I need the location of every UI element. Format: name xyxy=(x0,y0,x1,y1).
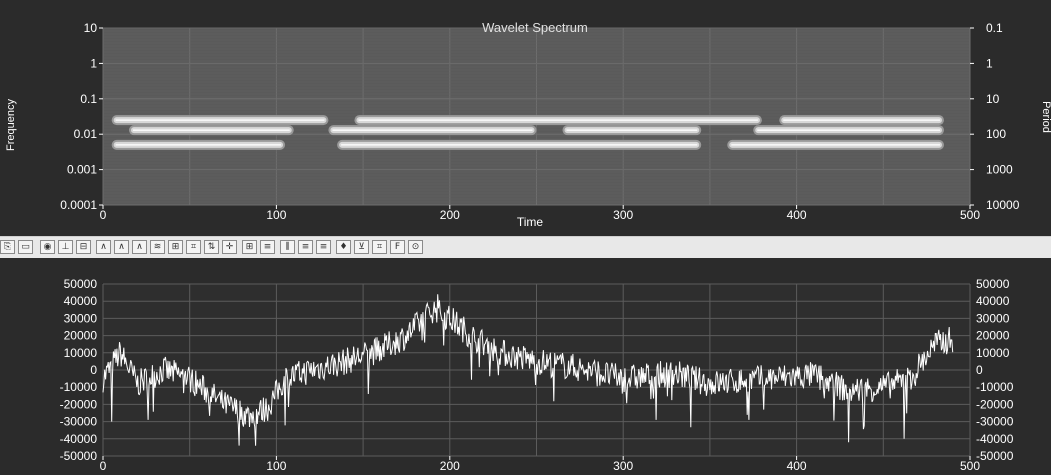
series-grid xyxy=(102,283,971,457)
series-x-tick-label: 200 xyxy=(440,459,460,473)
series-y-tick-label-right: -20000 xyxy=(976,397,1014,411)
series-y-tick-label-right: 10000 xyxy=(976,346,1010,360)
series-y-tick-label-left: 40000 xyxy=(64,294,98,308)
toolbar-button-18[interactable]: ♦ xyxy=(336,240,351,254)
toolbar-button-17[interactable]: ≡ xyxy=(316,240,331,254)
spectrum-y-ticks-right: 0.1 1 10 100 1000 10000 xyxy=(970,21,1020,212)
wavelet-spectrum-chart: 0 100 200 300 400 500 10 1 0.1 0.01 0.001 0.0001 0… xyxy=(0,0,1051,236)
spectrum-y-tick-label-left: 1 xyxy=(90,56,97,70)
toolbar-button-6[interactable]: ∧ xyxy=(114,240,129,254)
spectrum-y-tick-label-left: 10 xyxy=(84,21,98,35)
spectrum-ridges xyxy=(111,115,944,150)
series-x-tick-label: 400 xyxy=(787,459,807,473)
toolbar-button-0[interactable]: ⎘ xyxy=(0,240,15,254)
toolbar-button-8[interactable]: ≋ xyxy=(150,240,165,254)
spectrum-x-tick-label: 100 xyxy=(266,208,286,222)
y-axis-label-right: Period xyxy=(1040,101,1051,133)
series-y-tick-label-left: -50000 xyxy=(60,449,98,463)
spectrum-y-tick-label-left: 0.01 xyxy=(74,127,98,141)
spectrum-x-tick-label: 300 xyxy=(613,208,633,222)
chart-title: Wavelet Spectrum xyxy=(482,20,588,35)
series-y-tick-label-right: -50000 xyxy=(976,449,1014,463)
series-y-tick-label-right: -30000 xyxy=(976,415,1014,429)
toolbar-button-2[interactable]: ◉ xyxy=(40,240,55,254)
series-y-tick-label-left: 30000 xyxy=(64,311,98,325)
series-y-tick-label-left: 0 xyxy=(90,363,97,377)
series-y-tick-label-right: 50000 xyxy=(976,277,1010,291)
series-x-tick-label: 100 xyxy=(266,459,286,473)
toolbar-button-3[interactable]: ⊥ xyxy=(58,240,73,254)
series-y-tick-label-left: 50000 xyxy=(64,277,98,291)
series-y-tick-label-right: -10000 xyxy=(976,380,1014,394)
spectrum-x-tick-label: 0 xyxy=(100,208,107,222)
toolbar-button-5[interactable]: ∧ xyxy=(96,240,111,254)
spectrum-x-tick-label: 200 xyxy=(440,208,460,222)
toolbar-button-4[interactable]: ⊟ xyxy=(76,240,91,254)
spectrum-y-ticks-left: 10 1 0.1 0.01 0.001 0.0001 xyxy=(60,21,103,212)
toolbar-button-16[interactable]: ≡ xyxy=(298,240,313,254)
series-line xyxy=(102,294,954,446)
x-axis-label: Time xyxy=(517,215,544,229)
toolbar-button-9[interactable]: ⊞ xyxy=(168,240,183,254)
toolbar-button-11[interactable]: ⇅ xyxy=(204,240,219,254)
spectrum-y-tick-label-left: 0.001 xyxy=(67,163,97,177)
spectrum-y-tick-label-right: 100 xyxy=(986,127,1006,141)
series-x-tick-label: 300 xyxy=(613,459,633,473)
spectrum-y-tick-label-left: 0.0001 xyxy=(60,198,97,212)
series-y-tick-label-right: 30000 xyxy=(976,311,1010,325)
series-x-tick-label: 0 xyxy=(100,459,107,473)
spectrum-x-tick-label: 400 xyxy=(787,208,807,222)
series-y-tick-label-left: 20000 xyxy=(64,329,98,343)
series-y-tick-label-left: -40000 xyxy=(60,432,98,446)
series-y-tick-label-left: 10000 xyxy=(64,346,98,360)
spectrum-y-tick-label-right: 1 xyxy=(986,56,993,70)
toolbar-button-1[interactable]: ▭ xyxy=(18,240,33,254)
time-series-chart: 0 100 200 300 400 500 50000 40000 30000 20000 100… xyxy=(0,258,1051,475)
series-y-ticks-left: 50000 40000 30000 20000 10000 0 -10000 -20000 -3… xyxy=(60,277,98,463)
spectrum-x-ticks: 0 100 200 300 400 500 xyxy=(100,205,980,222)
toolbar-button-22[interactable]: ⊙ xyxy=(408,240,423,254)
toolbar-button-21[interactable]: F xyxy=(390,240,405,254)
series-y-tick-label-left: -20000 xyxy=(60,397,98,411)
toolbar-button-14[interactable]: ≡ xyxy=(260,240,275,254)
toolbar-button-7[interactable]: ∧ xyxy=(132,240,147,254)
series-y-tick-label-left: -30000 xyxy=(60,415,98,429)
series-y-tick-label-right: 20000 xyxy=(976,329,1010,343)
series-y-tick-label-right: -40000 xyxy=(976,432,1014,446)
series-y-tick-label-left: -10000 xyxy=(60,380,98,394)
toolbar-button-10[interactable]: ⌗ xyxy=(186,240,201,254)
toolbar-button-13[interactable]: ⊞ xyxy=(242,240,257,254)
spectrum-y-tick-label-right: 0.1 xyxy=(986,21,1003,35)
spectrum-y-tick-label-left: 0.1 xyxy=(80,92,97,106)
toolbar-button-19[interactable]: ⊻ xyxy=(354,240,369,254)
toolbar-button-15[interactable]: ⫼ xyxy=(280,240,295,254)
series-y-tick-label-right: 40000 xyxy=(976,294,1010,308)
toolbar-button-12[interactable]: ✛ xyxy=(222,240,237,254)
spectrum-y-tick-label-right: 10000 xyxy=(986,198,1020,212)
series-x-ticks: 0 100 200 300 400 500 xyxy=(100,456,980,473)
spectrum-y-tick-label-right: 1000 xyxy=(986,163,1013,177)
y-axis-label-left: Frequency xyxy=(5,99,17,151)
series-y-ticks-right: 50000 40000 30000 20000 10000 0 -10000 -20000 -3… xyxy=(976,277,1014,463)
spectrum-x-tick-label: 500 xyxy=(960,208,980,222)
series-x-tick-label: 500 xyxy=(960,459,980,473)
spectrum-y-tick-label-right: 10 xyxy=(986,92,1000,106)
series-y-tick-label-right: 0 xyxy=(976,363,983,377)
chart-toolbar: ⎘ ▭ ◉ ⊥ ⊟ ∧ ∧ ∧ ≋ ⊞ ⌗ ⇅ ✛ ⊞ ≡ ⫼ ≡ ≡ ♦ ⊻ ⌗ F ⊙ xyxy=(0,236,1051,260)
toolbar-button-20[interactable]: ⌗ xyxy=(372,240,387,254)
